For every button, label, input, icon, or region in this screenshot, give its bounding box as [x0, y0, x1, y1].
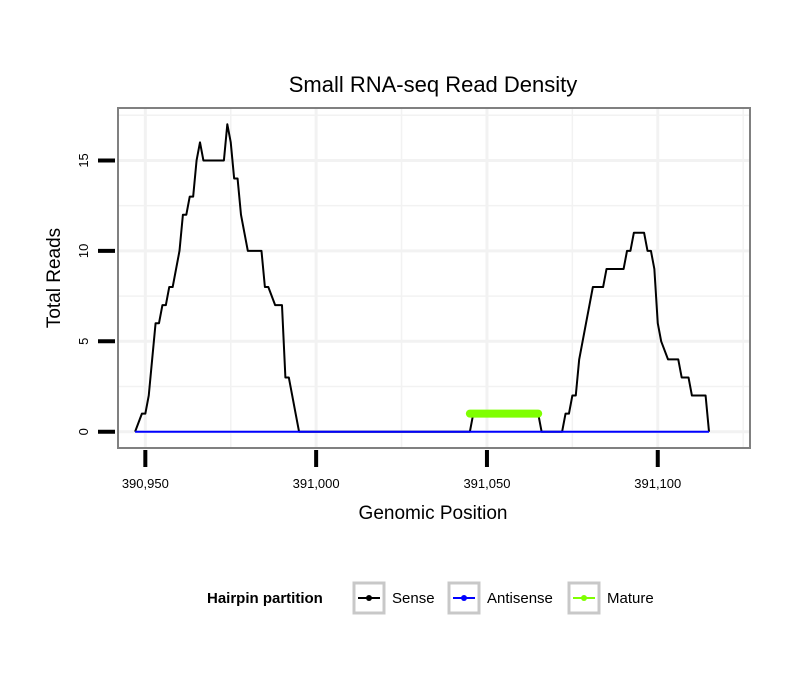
x-tick-label-2: 391,050 [463, 476, 510, 491]
x-axis: 390,950 391,000 391,050 391,100 [122, 450, 681, 491]
y-tick-label-0: 0 [76, 428, 91, 435]
plot-border [117, 107, 751, 449]
series-line-sense [134, 123, 711, 433]
legend-label-antisense: Antisense [487, 590, 553, 607]
legend-title: Hairpin partition [207, 590, 323, 607]
chart-title: Small RNA-seq Read Density [289, 72, 578, 97]
y-axis-title: Total Reads [44, 228, 65, 328]
y-tick-label-3: 15 [76, 153, 91, 167]
legend-label-mature: Mature [607, 590, 654, 607]
y-tick-label-2: 10 [76, 244, 91, 258]
x-axis-title: Genomic Position [359, 503, 508, 524]
plot-panel [118, 108, 750, 448]
y-tick-label-1: 5 [76, 338, 91, 345]
legend: Hairpin partition Sense Antisense Mature [207, 581, 654, 615]
legend-point-mature [581, 595, 587, 601]
series-layer [134, 123, 711, 433]
x-tick-label-0: 390,950 [122, 476, 169, 491]
y-axis: 0 5 10 15 [76, 153, 115, 435]
legend-point-sense [366, 595, 372, 601]
x-tick-label-3: 391,100 [634, 476, 681, 491]
legend-label-sense: Sense [392, 590, 435, 607]
legend-point-antisense [461, 595, 467, 601]
x-tick-label-1: 391,000 [293, 476, 340, 491]
